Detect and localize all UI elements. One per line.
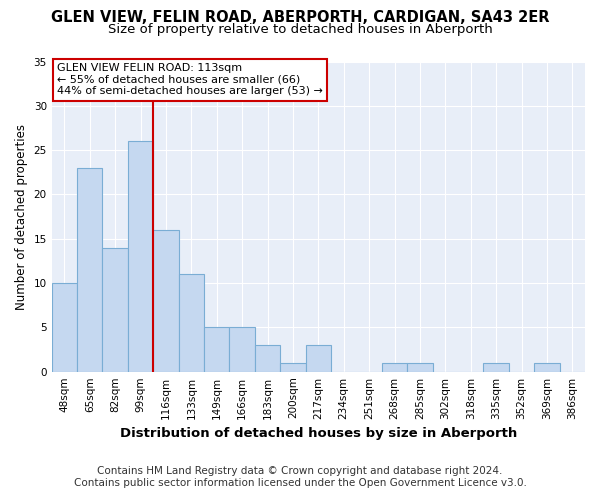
Bar <box>77 168 103 372</box>
Y-axis label: Number of detached properties: Number of detached properties <box>15 124 28 310</box>
Bar <box>52 283 77 372</box>
Bar <box>204 328 229 372</box>
Bar <box>382 363 407 372</box>
Bar <box>534 363 560 372</box>
Text: Size of property relative to detached houses in Aberporth: Size of property relative to detached ho… <box>107 22 493 36</box>
Bar <box>305 345 331 372</box>
Text: Contains HM Land Registry data © Crown copyright and database right 2024.
Contai: Contains HM Land Registry data © Crown c… <box>74 466 526 487</box>
Bar <box>484 363 509 372</box>
X-axis label: Distribution of detached houses by size in Aberporth: Distribution of detached houses by size … <box>120 427 517 440</box>
Bar <box>179 274 204 372</box>
Bar <box>128 142 153 372</box>
Text: GLEN VIEW FELIN ROAD: 113sqm
← 55% of detached houses are smaller (66)
44% of se: GLEN VIEW FELIN ROAD: 113sqm ← 55% of de… <box>57 63 323 96</box>
Bar <box>229 328 255 372</box>
Text: GLEN VIEW, FELIN ROAD, ABERPORTH, CARDIGAN, SA43 2ER: GLEN VIEW, FELIN ROAD, ABERPORTH, CARDIG… <box>51 10 549 25</box>
Bar <box>153 230 179 372</box>
Bar <box>407 363 433 372</box>
Bar <box>103 248 128 372</box>
Bar <box>255 345 280 372</box>
Bar <box>280 363 305 372</box>
